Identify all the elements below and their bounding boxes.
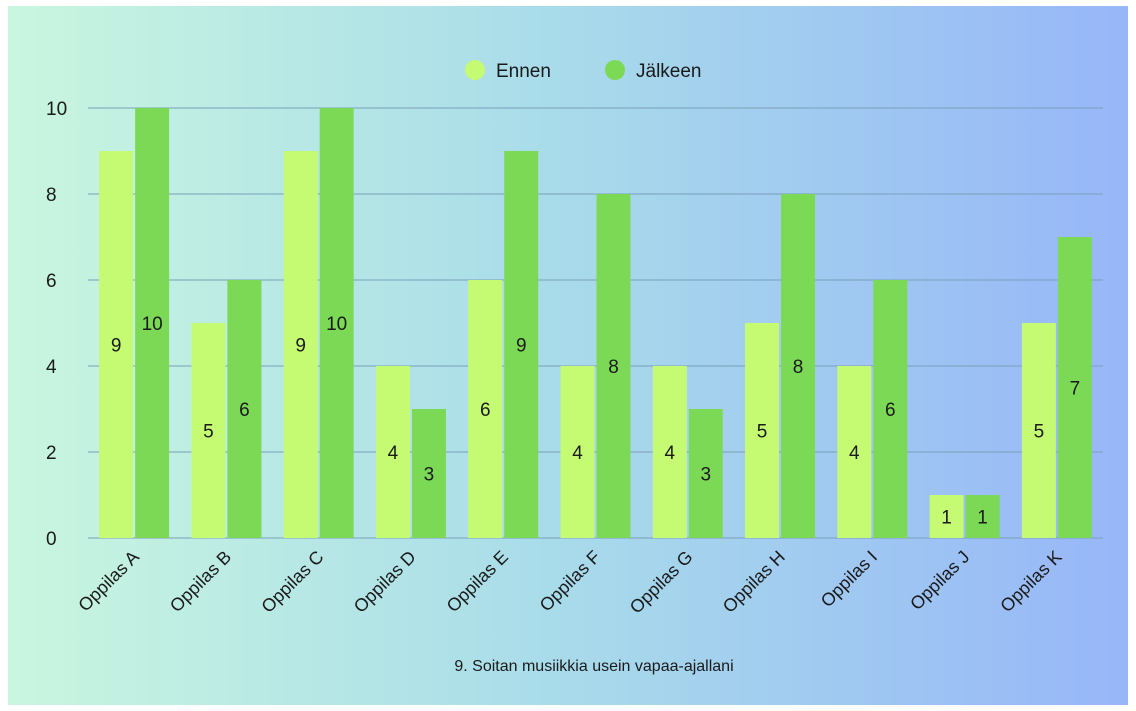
bar-ennen-6 — [560, 366, 595, 538]
bar-ennen-10 — [929, 495, 964, 538]
legend-label: Ennen — [496, 61, 551, 82]
x-tick-label: Oppilas J — [906, 547, 973, 614]
x-tick-label: Oppilas K — [996, 547, 1065, 616]
data-label: 3 — [700, 465, 711, 486]
x-tick-label: Oppilas E — [443, 547, 512, 616]
y-tick-label: 4 — [46, 357, 57, 378]
data-label: 8 — [608, 357, 619, 378]
data-label: 9 — [295, 336, 306, 357]
data-label: 10 — [326, 314, 347, 335]
bar-jälkeen-6 — [596, 194, 631, 538]
legend-label: Jälkeen — [636, 61, 702, 82]
data-label: 4 — [572, 443, 583, 464]
data-label: 4 — [664, 443, 675, 464]
bar-ennen-11 — [1021, 323, 1056, 538]
data-label: 10 — [142, 314, 163, 335]
y-tick-label: 6 — [46, 271, 57, 292]
bars — [99, 108, 1092, 538]
bar-ennen-4 — [375, 366, 410, 538]
bar-jälkeen-11 — [1057, 237, 1092, 538]
data-labels: 9 10 5 6 9 10 4 3 6 9 4 8 4 3 5 8 4 6 1 1 5 7 — [111, 314, 1080, 529]
y-tick-label: 8 — [46, 185, 57, 206]
bar-ennen-8 — [745, 323, 780, 538]
bar-ennen-5 — [468, 280, 503, 538]
data-label: 9 — [111, 336, 122, 357]
x-tick-label: Oppilas I — [817, 547, 881, 611]
bar-jälkeen-9 — [873, 280, 908, 538]
bar-ennen-2 — [191, 323, 226, 538]
y-axis-ticks: 0 2 4 6 8 10 — [46, 99, 67, 550]
legend: Ennen Jälkeen — [465, 60, 702, 82]
x-axis-ticks: Oppilas A Oppilas B Oppilas C Oppilas D Oppi… — [74, 547, 1065, 618]
y-tick-label: 0 — [46, 529, 57, 550]
bar-ennen-3 — [283, 151, 318, 538]
bar-jälkeen-2 — [227, 280, 262, 538]
bar-jälkeen-4 — [411, 409, 446, 538]
chart-background: 0 2 4 6 8 10 9 10 5 6 9 10 4 3 6 9 4 8 4 3 5 8 4 6 1 1 5 7 Oppilas… — [8, 6, 1128, 705]
data-label: 5 — [203, 422, 214, 443]
data-label: 6 — [239, 400, 250, 421]
y-tick-label: 2 — [46, 443, 57, 464]
bar-jälkeen-10 — [965, 495, 1000, 538]
bar-chart: 0 2 4 6 8 10 9 10 5 6 9 10 4 3 6 9 4 8 4 3 5 8 4 6 1 1 5 7 Oppilas… — [46, 60, 1103, 675]
data-label: 1 — [941, 508, 952, 529]
x-tick-label: Oppilas C — [257, 547, 327, 617]
bar-jälkeen-3 — [319, 108, 354, 538]
bar-jälkeen-8 — [781, 194, 816, 538]
data-label: 6 — [480, 400, 491, 421]
data-label: 7 — [1070, 379, 1081, 400]
bar-jälkeen-1 — [135, 108, 170, 538]
data-label: 9 — [516, 336, 527, 357]
legend-swatch-jälkeen — [605, 60, 625, 80]
bar-jälkeen-7 — [688, 409, 723, 538]
x-tick-label: Oppilas G — [626, 547, 697, 618]
bar-ennen-7 — [652, 366, 687, 538]
y-tick-label: 10 — [46, 99, 67, 120]
data-label: 4 — [388, 443, 399, 464]
legend-swatch-ennen — [465, 60, 485, 80]
data-label: 8 — [793, 357, 804, 378]
data-label: 5 — [1034, 422, 1045, 443]
x-tick-label: Oppilas A — [74, 547, 143, 616]
data-label: 3 — [424, 465, 435, 486]
bar-ennen-9 — [837, 366, 872, 538]
bar-jälkeen-5 — [504, 151, 539, 538]
data-label: 5 — [757, 422, 768, 443]
x-tick-label: Oppilas H — [719, 547, 789, 617]
data-label: 1 — [977, 508, 988, 529]
data-label: 4 — [849, 443, 860, 464]
bar-ennen-1 — [99, 151, 134, 538]
data-label: 6 — [885, 400, 896, 421]
chart-title: 9. Soitan musiikkia usein vapaa-ajallani — [454, 658, 733, 675]
x-tick-label: Oppilas D — [350, 547, 420, 617]
x-tick-label: Oppilas F — [536, 547, 605, 616]
x-tick-label: Oppilas B — [166, 547, 235, 616]
